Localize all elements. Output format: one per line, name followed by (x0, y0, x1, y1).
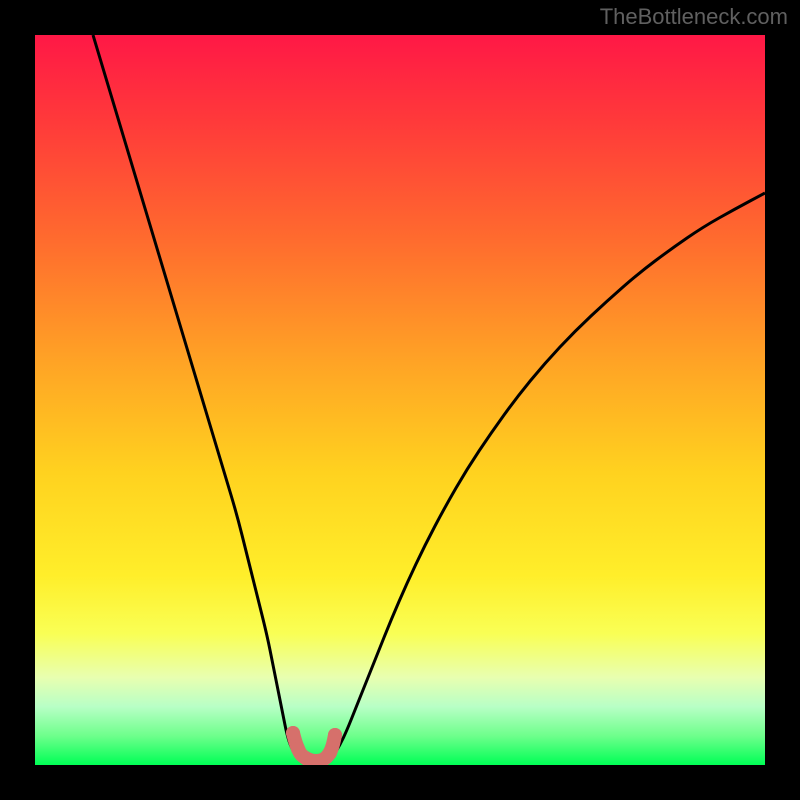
curve-right (335, 193, 765, 753)
watermark-text: TheBottleneck.com (600, 4, 788, 30)
trough-dot (286, 726, 300, 740)
trough-dot (328, 728, 342, 742)
curve-left (93, 35, 295, 753)
trough-dot (323, 746, 337, 760)
bottleneck-chart (35, 35, 765, 765)
chart-svg (35, 35, 765, 765)
